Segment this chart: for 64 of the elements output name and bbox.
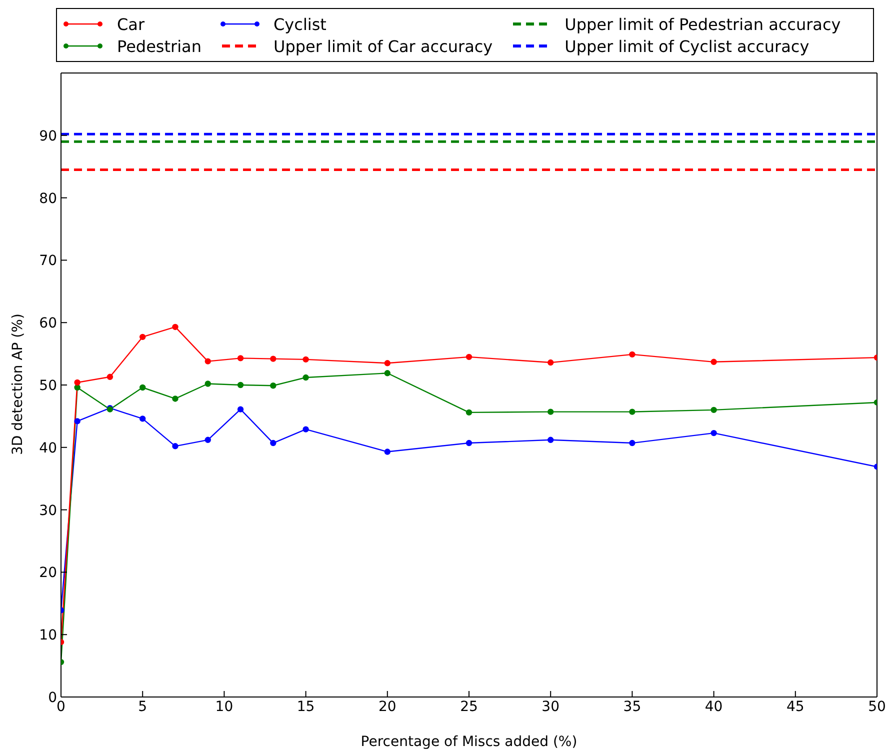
- point: [548, 408, 554, 415]
- point: [140, 416, 146, 422]
- point: [466, 440, 472, 446]
- x-axis-title: Percentage of Miscs added (%): [360, 734, 578, 750]
- y-tick-label: 20: [39, 565, 57, 582]
- point: [204, 436, 211, 444]
- point: [548, 359, 554, 366]
- x-tick-label: 15: [296, 698, 315, 715]
- legend-label: Car: [117, 14, 145, 34]
- y-axis-title: 3D detection AP (%): [10, 314, 26, 455]
- point: [710, 406, 717, 414]
- point: [710, 358, 717, 366]
- legend-label: Cyclist: [274, 14, 326, 34]
- point: [466, 409, 472, 416]
- point: [106, 374, 114, 380]
- point: [237, 355, 244, 362]
- point: [172, 324, 178, 330]
- point: [384, 448, 390, 455]
- y-tick-label: 70: [39, 253, 57, 270]
- point: [172, 396, 178, 402]
- point: [548, 436, 554, 444]
- y-tick-label: 30: [39, 502, 57, 519]
- point: [629, 440, 636, 446]
- point: [466, 354, 472, 360]
- x-tick-label: 30: [542, 698, 560, 715]
- y-tick-label: 10: [39, 628, 57, 644]
- y-tick-label: 90: [39, 128, 57, 144]
- x-tick-label: 25: [460, 698, 478, 715]
- legend-label: Upper limit of Pedestrian accuracy: [564, 14, 841, 34]
- x-tick-label: 50: [868, 698, 886, 715]
- x-tick-label: 10: [215, 698, 234, 715]
- point: [237, 382, 244, 388]
- point: [140, 334, 146, 340]
- legend-label: Pedestrian: [117, 36, 202, 56]
- point: [629, 408, 636, 415]
- point: [629, 351, 636, 358]
- y-tick-label: 80: [39, 190, 57, 207]
- point: [710, 430, 717, 436]
- point: [270, 440, 276, 446]
- point: [74, 379, 80, 386]
- x-tick-label: 20: [378, 698, 396, 715]
- point: [140, 384, 146, 391]
- point: [384, 370, 390, 376]
- y-tick-label: 50: [39, 378, 57, 394]
- point: [204, 380, 211, 387]
- y-tick-label: 40: [39, 440, 57, 456]
- point: [302, 356, 309, 363]
- x-tick-label: 45: [786, 698, 804, 715]
- point: [270, 382, 276, 389]
- x-tick-label: 35: [623, 698, 642, 715]
- point: [302, 426, 309, 432]
- point: [237, 406, 244, 412]
- legend-label: Upper limit of Car accuracy: [274, 36, 493, 56]
- y-tick-label: 60: [39, 316, 57, 332]
- x-tick-label: 5: [138, 698, 148, 715]
- point: [384, 360, 390, 366]
- point: [204, 358, 211, 364]
- point: [74, 384, 80, 391]
- point: [74, 418, 80, 424]
- legend-label: Upper limit of Cyclist accuracy: [564, 36, 810, 56]
- point: [302, 374, 309, 381]
- x-tick-label: 40: [704, 698, 723, 715]
- point: [270, 356, 276, 362]
- point: [172, 443, 178, 450]
